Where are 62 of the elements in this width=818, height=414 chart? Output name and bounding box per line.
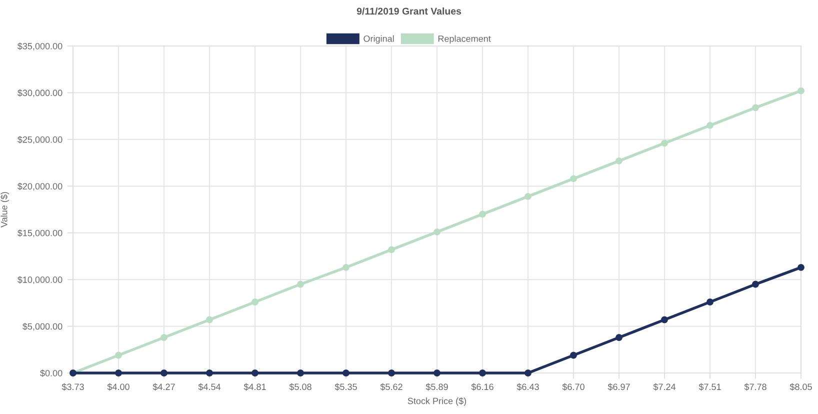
point <box>616 157 622 164</box>
x-tick-label: $4.00 <box>107 383 130 391</box>
point <box>342 370 350 376</box>
point <box>706 298 714 306</box>
x-tick-label: $5.62 <box>380 383 402 391</box>
x-tick-label: $6.70 <box>562 383 584 391</box>
y-tick-label: $15,000.00 <box>18 229 62 238</box>
point <box>297 280 304 288</box>
x-axis-title: Stock Price ($) <box>408 397 466 406</box>
point <box>297 370 304 376</box>
point <box>206 370 213 376</box>
x-tick-label: $7.78 <box>744 383 766 391</box>
x-tick-label: $6.97 <box>608 383 630 391</box>
point <box>479 370 486 376</box>
point <box>752 104 759 112</box>
point <box>342 264 350 271</box>
point <box>616 334 622 341</box>
x-tick-label: $6.43 <box>516 383 539 391</box>
x-tick-label: $6.16 <box>471 383 494 391</box>
point <box>115 352 122 359</box>
point <box>798 87 804 94</box>
y-tick-label: $5,000.00 <box>22 322 62 331</box>
x-tick-label: $5.08 <box>289 383 312 391</box>
point <box>479 210 486 218</box>
point <box>160 370 168 376</box>
x-tick-label: $4.27 <box>152 383 175 391</box>
x-tick-label: $5.89 <box>426 383 448 391</box>
point <box>252 298 258 306</box>
point <box>524 192 532 200</box>
point <box>706 122 714 129</box>
y-tick-label: $0.00 <box>40 370 62 377</box>
point <box>388 246 395 254</box>
point <box>661 140 668 147</box>
point <box>434 370 440 376</box>
point <box>388 370 395 376</box>
x-tick-label: $5.35 <box>334 383 357 391</box>
point <box>206 316 213 324</box>
y-axis-title: Value ($) <box>0 192 10 228</box>
point <box>434 228 440 236</box>
y-tick-label: $25,000.00 <box>18 136 62 144</box>
y-tick-label: $30,000.00 <box>18 89 62 98</box>
point <box>570 175 577 182</box>
x-tick-label: $4.54 <box>198 383 221 391</box>
y-tick-label: $10,000.00 <box>18 276 62 284</box>
point <box>570 352 577 359</box>
point <box>752 280 759 288</box>
y-tick-label: $35,000.00 <box>18 42 62 50</box>
x-tick-label: $3.73 <box>62 383 84 391</box>
legend-label: Replacement <box>438 35 491 44</box>
x-tick-label: $7.24 <box>653 383 676 391</box>
legend-label: Original <box>364 35 394 44</box>
point <box>252 370 258 376</box>
point <box>798 264 804 271</box>
y-tick-label: $20,000.00 <box>18 182 62 191</box>
point <box>160 334 168 341</box>
chart-title: 9/11/2019 Grant Values <box>356 7 462 15</box>
x-tick-label: $7.51 <box>698 383 721 391</box>
x-tick-label: $4.81 <box>244 383 266 391</box>
point <box>115 370 122 376</box>
x-tick-label: $8.05 <box>790 383 812 391</box>
point <box>524 370 532 376</box>
point <box>661 316 668 324</box>
